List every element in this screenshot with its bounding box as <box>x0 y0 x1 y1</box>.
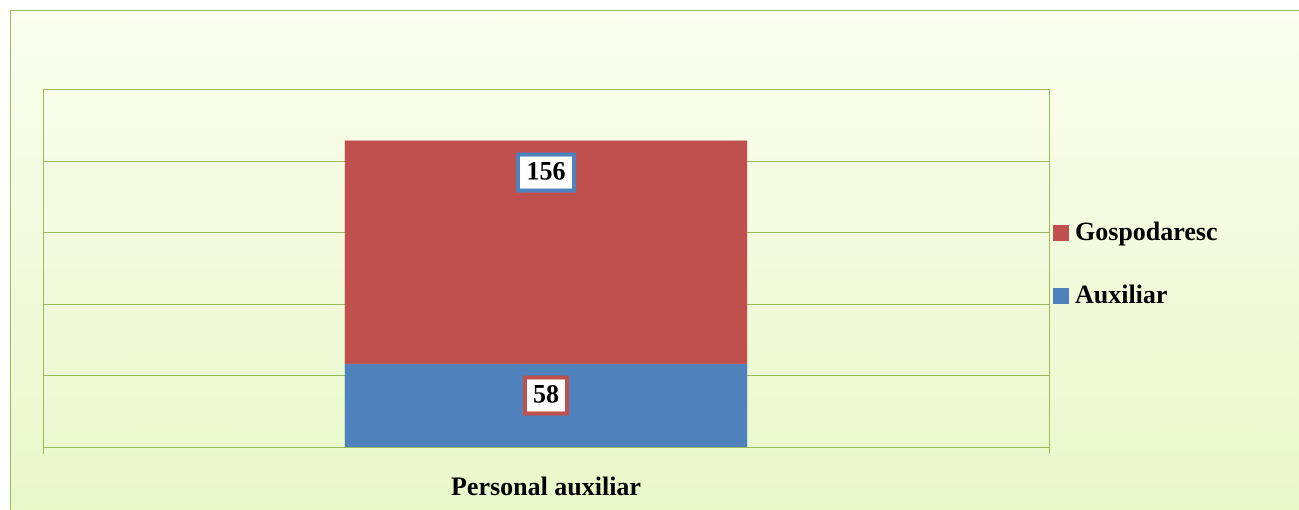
legend-label: Gospodaresc <box>1075 217 1218 246</box>
legend-swatch <box>1053 288 1069 304</box>
x-tick-label: Personal auxiliar <box>451 472 641 501</box>
data-label: 58 <box>533 379 559 408</box>
data-label-box <box>523 375 569 416</box>
legend-label: Auxiliar <box>1075 280 1167 309</box>
legend-swatch <box>1053 225 1069 241</box>
data-label: 156 <box>527 157 566 186</box>
data-label-box <box>516 152 576 193</box>
